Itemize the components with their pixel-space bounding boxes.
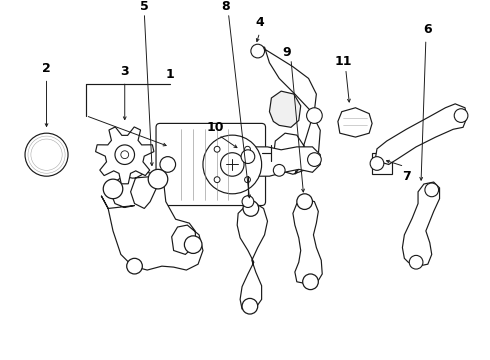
Circle shape [297, 194, 313, 210]
FancyBboxPatch shape [156, 123, 266, 206]
Polygon shape [270, 91, 301, 127]
Circle shape [184, 236, 202, 253]
Circle shape [33, 141, 60, 168]
Circle shape [25, 133, 68, 176]
Polygon shape [101, 172, 203, 270]
Text: 7: 7 [402, 170, 411, 183]
Circle shape [454, 109, 468, 122]
Circle shape [243, 201, 259, 216]
Circle shape [307, 108, 322, 123]
Text: 10: 10 [207, 121, 224, 134]
Text: 11: 11 [335, 55, 352, 68]
Circle shape [28, 136, 65, 173]
Circle shape [31, 139, 62, 170]
Circle shape [160, 157, 175, 172]
Circle shape [242, 298, 258, 314]
Circle shape [308, 153, 321, 166]
Text: 9: 9 [283, 45, 292, 59]
Circle shape [220, 153, 244, 176]
Text: 5: 5 [140, 0, 148, 13]
Circle shape [245, 177, 250, 183]
Circle shape [115, 145, 135, 165]
Circle shape [214, 177, 220, 183]
Polygon shape [238, 147, 320, 176]
Text: 8: 8 [221, 0, 230, 13]
Polygon shape [293, 199, 322, 284]
Circle shape [251, 44, 265, 58]
Polygon shape [96, 127, 154, 184]
Circle shape [214, 146, 220, 152]
Circle shape [245, 146, 250, 152]
Circle shape [103, 179, 123, 199]
Polygon shape [375, 104, 467, 165]
Circle shape [127, 258, 143, 274]
Text: 1: 1 [165, 68, 174, 81]
Circle shape [273, 165, 285, 176]
Circle shape [425, 183, 439, 197]
Circle shape [370, 157, 384, 170]
Polygon shape [338, 108, 372, 137]
Text: 3: 3 [121, 65, 129, 78]
Polygon shape [402, 182, 440, 266]
Polygon shape [372, 153, 392, 174]
Text: 4: 4 [255, 16, 264, 29]
Circle shape [241, 150, 255, 163]
Circle shape [41, 149, 52, 161]
Circle shape [409, 255, 423, 269]
Circle shape [303, 274, 318, 289]
Circle shape [242, 196, 254, 207]
Polygon shape [237, 203, 268, 309]
Polygon shape [255, 47, 320, 174]
Circle shape [148, 169, 168, 189]
Text: 6: 6 [423, 23, 432, 36]
Text: 2: 2 [42, 62, 51, 75]
Circle shape [121, 151, 129, 159]
Circle shape [203, 135, 262, 194]
